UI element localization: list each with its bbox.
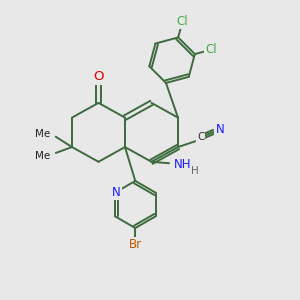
Text: Br: Br [129, 238, 142, 251]
Text: Me: Me [34, 129, 50, 139]
Text: N: N [112, 186, 121, 199]
Text: N: N [215, 123, 224, 136]
Text: Cl: Cl [177, 15, 188, 28]
Text: O: O [93, 70, 104, 83]
Text: H: H [191, 166, 199, 176]
Text: NH: NH [174, 158, 191, 171]
Text: Cl: Cl [205, 43, 217, 56]
Text: Me: Me [34, 151, 50, 161]
Text: C: C [197, 132, 205, 142]
